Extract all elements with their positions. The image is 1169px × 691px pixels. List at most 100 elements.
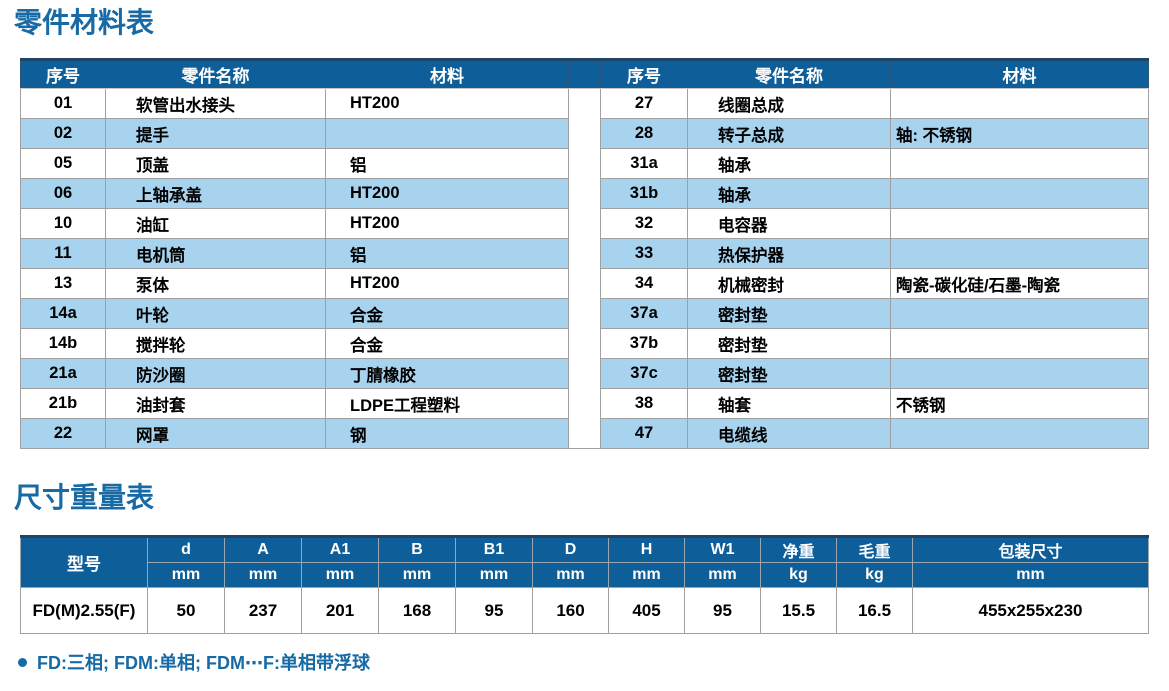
size-table-body: FD(M)2.55(F) 50 237 201 168 95 160 405 95 15.5 16.…	[20, 587, 1149, 634]
document-page: 零件材料表 序号 零件名称 材料 序号 零件名称 材料 01 软管出水接头 HT20…	[14, 7, 1149, 675]
part-material-cell	[890, 418, 1149, 449]
part-name-cell: 搅拌轮	[105, 328, 326, 359]
part-name-cell: 顶盖	[105, 148, 326, 179]
part-number-cell: 22	[20, 418, 106, 449]
part-name-cell: 密封垫	[687, 328, 891, 359]
part-name-cell: 叶轮	[105, 298, 326, 329]
part-name-cell: 轴承	[687, 148, 891, 179]
parts-material-table-title: 零件材料表	[14, 7, 155, 38]
size-col-unit: mm	[224, 562, 302, 588]
part-material-cell	[890, 88, 1149, 119]
parts-table-row: 06 上轴承盖 HT200 31b 轴承	[20, 178, 1149, 209]
size-value-cell: 50	[147, 587, 225, 634]
size-table-header: 型号 d A A1 B B1 D H W1 净重 毛重 包装尺寸 mm mm mm mm mm mm mm mm kg k…	[20, 536, 1149, 588]
part-material-cell: 合金	[325, 328, 569, 359]
part-number-cell: 37b	[600, 328, 688, 359]
part-name-cell: 泵体	[105, 268, 326, 299]
part-material-cell	[325, 118, 569, 149]
part-number-cell: 28	[600, 118, 688, 149]
part-material-cell: 轴: 不锈钢	[890, 118, 1149, 149]
size-col-unit: mm	[608, 562, 685, 588]
part-material-cell	[890, 358, 1149, 389]
size-value-cell: 405	[608, 587, 685, 634]
part-material-cell: HT200	[325, 268, 569, 299]
size-value-cell: 237	[224, 587, 302, 634]
part-material-cell: 铝	[325, 238, 569, 269]
size-value-cell: 16.5	[836, 587, 913, 634]
col-header-number-left: 序号	[20, 59, 106, 89]
size-col-unit: kg	[836, 562, 913, 588]
size-col-header: B	[378, 536, 456, 563]
size-col-header: A	[224, 536, 302, 563]
size-col-unit: kg	[760, 562, 837, 588]
parts-table-row: 21a 防沙圈 丁腈橡胶 37c 密封垫	[20, 358, 1149, 389]
part-material-cell: HT200	[325, 178, 569, 209]
size-col-header: H	[608, 536, 685, 563]
size-col-header: B1	[455, 536, 533, 563]
part-material-cell: 铝	[325, 148, 569, 179]
part-name-cell: 轴承	[687, 178, 891, 209]
size-value-cell: 201	[301, 587, 379, 634]
part-material-cell	[890, 328, 1149, 359]
part-material-cell: 陶瓷-碳化硅/石墨-陶瓷	[890, 268, 1149, 299]
part-number-cell: 32	[600, 208, 688, 239]
part-number-cell: 11	[20, 238, 106, 269]
size-col-unit: mm	[147, 562, 225, 588]
model-legend-text: FD:三相; FDM:单相; FDM⋯F:单相带浮球	[37, 653, 370, 673]
part-material-cell	[890, 178, 1149, 209]
parts-table-row: 02 提手 28 转子总成 轴: 不锈钢	[20, 118, 1149, 149]
part-name-cell: 油缸	[105, 208, 326, 239]
parts-table-row: 22 网罩钢 47 电缆线	[20, 418, 1149, 449]
parts-table-header: 序号 零件名称 材料 序号 零件名称 材料	[20, 59, 1149, 89]
part-material-cell	[890, 238, 1149, 269]
part-number-cell: 01	[20, 88, 106, 119]
part-number-cell: 33	[600, 238, 688, 269]
parts-table-row: 10 油缸 HT200 32 电容器	[20, 208, 1149, 239]
parts-table-row: 21b 油封套 LDPE工程塑料 38 轴套 不锈钢	[20, 388, 1149, 419]
part-material-cell: HT200	[325, 88, 569, 119]
size-col-unit: mm	[301, 562, 379, 588]
model-legend-note: FD:三相; FDM:单相; FDM⋯F:单相带浮球	[14, 649, 1149, 675]
part-number-cell: 05	[20, 148, 106, 179]
size-col-header: A1	[301, 536, 379, 563]
parts-material-table: 序号 零件名称 材料 序号 零件名称 材料 01 软管出水接头 HT200 27 线圈总…	[20, 58, 1149, 449]
bullet-icon	[18, 657, 27, 667]
size-col-unit: mm	[912, 562, 1149, 588]
part-number-cell: 31b	[600, 178, 688, 209]
part-material-cell	[890, 148, 1149, 179]
part-number-cell: 27	[600, 88, 688, 119]
size-value-cell: 168	[378, 587, 456, 634]
part-number-cell: 06	[20, 178, 106, 209]
parts-table-row: 01 软管出水接头 HT200 27 线圈总成	[20, 88, 1149, 449]
part-name-cell: 线圈总成	[687, 88, 891, 119]
part-material-cell	[890, 298, 1149, 329]
gap-header-cell	[568, 59, 601, 89]
parts-table-row: 05 顶盖铝 31a 轴承	[20, 148, 1149, 179]
part-name-cell: 电容器	[687, 208, 891, 239]
part-number-cell: 37c	[600, 358, 688, 389]
size-col-header: 包装尺寸	[912, 536, 1149, 563]
part-name-cell: 轴套	[687, 388, 891, 419]
col-header-number-right: 序号	[600, 59, 688, 89]
part-number-cell: 31a	[600, 148, 688, 179]
part-name-cell: 热保护器	[687, 238, 891, 269]
size-value-cell: 15.5	[760, 587, 837, 634]
part-number-cell: 02	[20, 118, 106, 149]
part-number-cell: 14a	[20, 298, 106, 329]
parts-table-body: 01 软管出水接头 HT200 27 线圈总成 02 提手 28 转子总成 轴: 不锈钢 05 顶盖铝…	[20, 88, 1149, 449]
size-col-header: D	[532, 536, 609, 563]
col-header-name-left: 零件名称	[105, 59, 326, 89]
col-header-material-left: 材料	[325, 59, 569, 89]
part-material-cell	[890, 208, 1149, 239]
size-weight-table: 型号 d A A1 B B1 D H W1 净重 毛重 包装尺寸 mm mm mm mm mm mm mm mm kg k…	[20, 535, 1149, 634]
size-col-header: 净重	[760, 536, 837, 563]
part-name-cell: 防沙圈	[105, 358, 326, 389]
part-number-cell: 38	[600, 388, 688, 419]
part-number-cell: 21a	[20, 358, 106, 389]
part-name-cell: 机械密封	[687, 268, 891, 299]
size-value-cell: 95	[455, 587, 533, 634]
part-number-cell: 47	[600, 418, 688, 449]
model-cell: FD(M)2.55(F)	[20, 587, 148, 634]
part-material-cell: 不锈钢	[890, 388, 1149, 419]
part-name-cell: 上轴承盖	[105, 178, 326, 209]
